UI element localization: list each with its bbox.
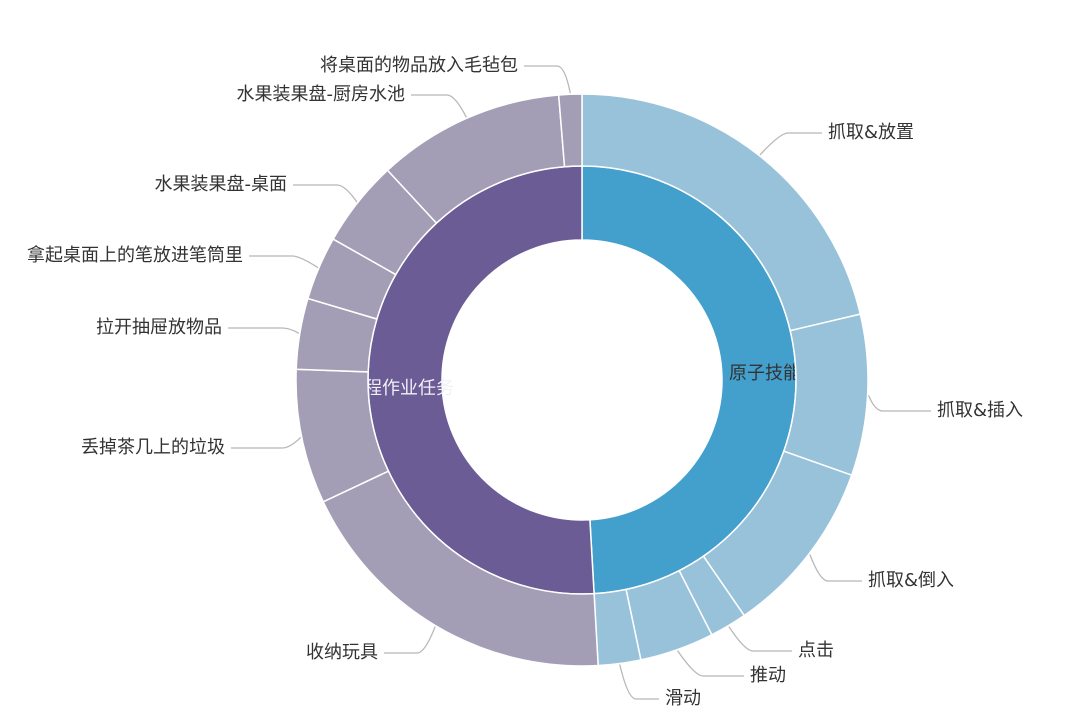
outer-segment-label: 推动: [750, 665, 786, 686]
outer-segment-label: 点击: [798, 640, 834, 661]
leader-line: [384, 626, 436, 654]
leader-line: [619, 664, 659, 700]
leader-line: [228, 327, 300, 334]
outer-segment-label: 水果装果盘-桌面: [155, 174, 288, 195]
outer-segment-label: 拉开抽屉放物品: [96, 317, 222, 338]
leader-line: [867, 395, 931, 412]
leader-line: [728, 626, 792, 652]
inner-segment-label: 原子技能: [729, 363, 801, 384]
leader-lines: [228, 65, 931, 700]
leader-line: [676, 650, 744, 677]
outer-segment-label: 抓取&插入: [937, 400, 1023, 421]
leader-line: [411, 94, 467, 118]
outer-segment-label: 收纳玩具: [306, 642, 378, 663]
leader-line: [809, 554, 862, 582]
leader-line: [759, 132, 822, 156]
leader-line: [249, 255, 319, 269]
outer-segment-label: 抓取&放置: [828, 122, 914, 143]
outer-segment-label: 丢掉茶几上的垃圾: [81, 437, 225, 458]
outer-segment-label: 抓取&倒入: [868, 570, 954, 591]
leader-line: [293, 184, 358, 203]
outer-segment[interactable]: [782, 313, 869, 477]
inner-segment-label: 长程作业任务: [346, 378, 454, 399]
outer-ring: [295, 93, 869, 667]
leader-line: [524, 65, 571, 94]
outer-segment-label: 滑动: [665, 688, 701, 709]
outer-segment[interactable]: [557, 93, 583, 168]
outer-segment-label: 拿起桌面上的笔放进笔筒里: [27, 244, 243, 266]
outer-segment-label: 水果装果盘-厨房水池: [237, 84, 406, 105]
outer-segment-label: 将桌面的物品放入毛毡包: [320, 55, 518, 76]
leader-line: [231, 436, 302, 449]
